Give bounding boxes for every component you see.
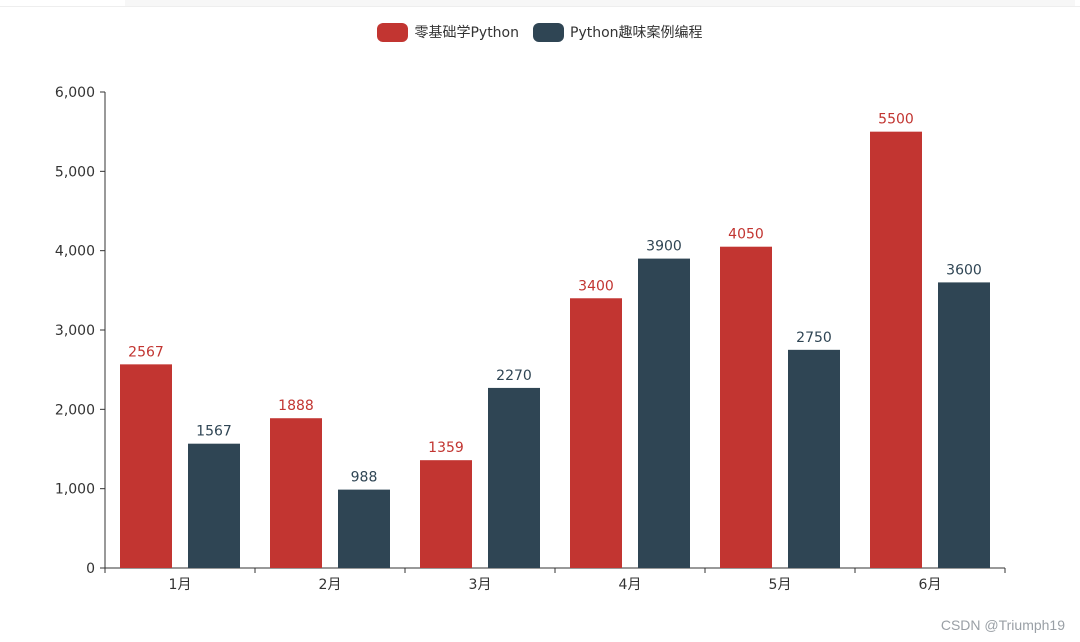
y-tick-label-0: 0	[86, 561, 95, 577]
y-tick-label-2: 2,000	[55, 402, 95, 418]
x-tick-label-4: 5月	[769, 577, 792, 593]
bar-series2-4	[788, 349, 840, 568]
data-label-series2-1: 988	[351, 470, 378, 486]
data-label-series1-4: 4050	[728, 227, 764, 243]
data-label-series2-0: 1567	[196, 424, 232, 440]
data-label-series2-5: 3600	[946, 262, 982, 278]
legend: 零基础学Python Python趣味案例编程	[0, 22, 1080, 42]
bar-series1-1	[270, 418, 322, 568]
legend-item-series-1[interactable]: 零基础学Python	[377, 22, 519, 42]
legend-label-series-1: 零基础学Python	[414, 25, 519, 41]
x-tick-label-2: 3月	[469, 577, 492, 593]
bar-series1-3	[570, 298, 622, 568]
data-label-series1-0: 2567	[128, 344, 164, 360]
bar-series2-2	[488, 387, 540, 568]
data-label-series1-1: 1888	[278, 398, 314, 414]
watermark: CSDN @Triumph19	[940, 617, 1065, 633]
x-tick-label-5: 6月	[919, 577, 942, 593]
data-label-series2-2: 2270	[496, 368, 532, 384]
bar-series2-0	[188, 443, 240, 568]
bar-series2-1	[338, 489, 390, 568]
y-tick-label-1: 1,000	[55, 482, 95, 498]
y-tick-label-4: 4,000	[55, 244, 95, 260]
data-label-series1-2: 1359	[428, 440, 464, 456]
legend-label-series-2: Python趣味案例编程	[570, 25, 703, 41]
bar-series2-3	[638, 258, 690, 568]
data-label-series1-3: 3400	[578, 278, 614, 294]
y-tick-label-6: 6,000	[55, 85, 95, 101]
legend-swatch-series-2	[533, 22, 564, 42]
x-tick-label-3: 4月	[619, 577, 642, 593]
bar-series1-4	[720, 246, 772, 568]
x-tick-label-1: 2月	[319, 577, 342, 593]
top-border-accent	[125, 0, 1075, 7]
data-label-series2-4: 2750	[796, 330, 832, 346]
y-tick-label-3: 3,000	[55, 323, 95, 339]
legend-item-series-2[interactable]: Python趣味案例编程	[533, 22, 703, 42]
bar-series2-5	[938, 282, 990, 568]
y-tick-label-5: 5,000	[55, 164, 95, 180]
legend-swatch-series-1	[377, 22, 409, 42]
data-label-series2-3: 3900	[646, 239, 682, 255]
bar-series1-5	[870, 131, 922, 568]
data-label-series1-5: 5500	[878, 112, 914, 128]
bar-series1-0	[120, 364, 172, 568]
bar-series1-2	[420, 460, 472, 568]
x-tick-label-0: 1月	[169, 577, 192, 593]
